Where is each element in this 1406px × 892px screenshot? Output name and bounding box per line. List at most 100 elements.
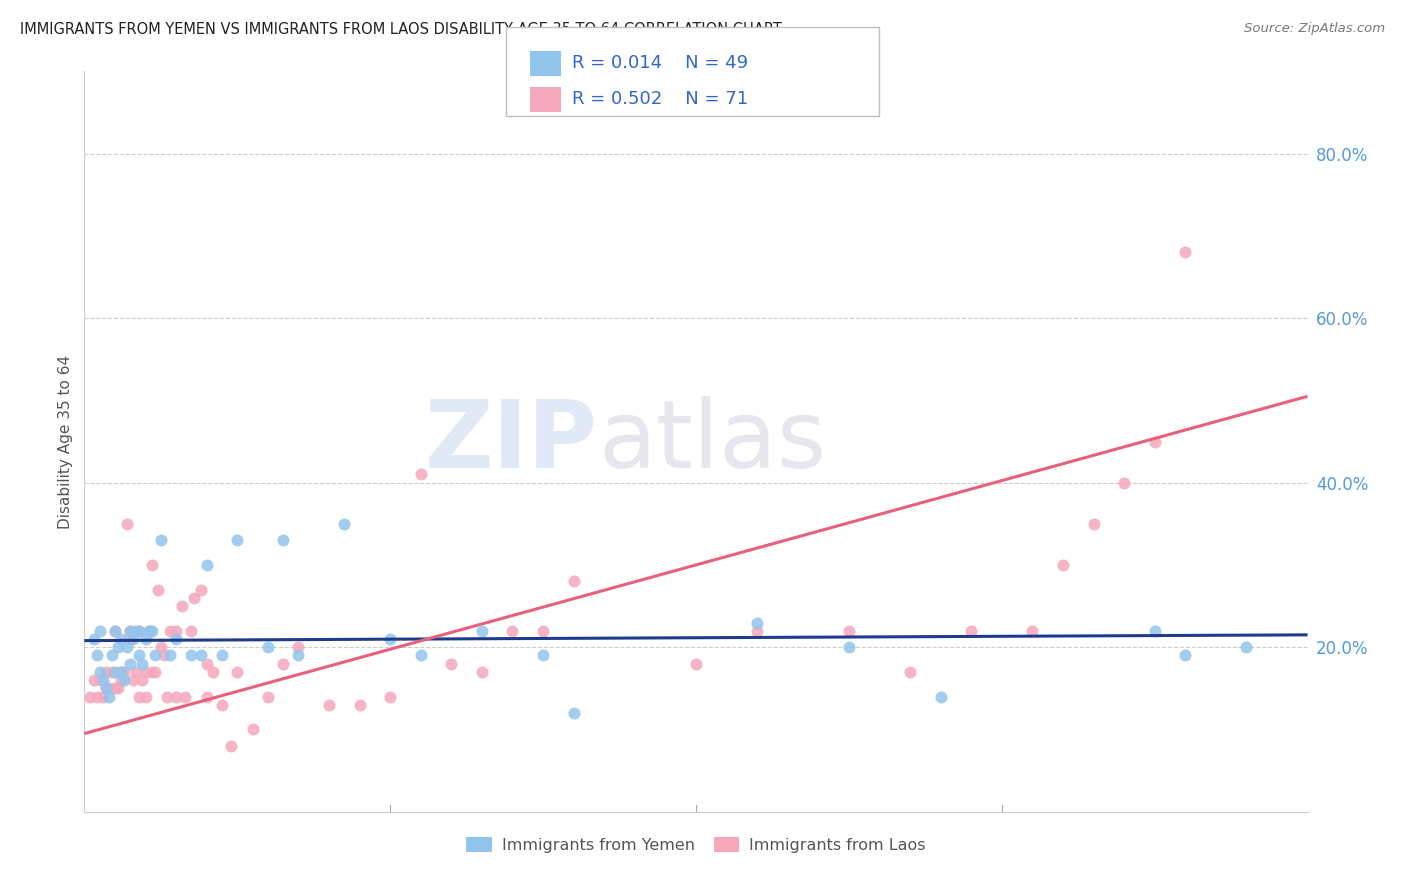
Point	[141, 558, 163, 572]
Point	[101, 648, 124, 663]
Text: IMMIGRANTS FROM YEMEN VS IMMIGRANTS FROM LAOS DISABILITY AGE 35 TO 64 CORRELATIO: IMMIGRANTS FROM YEMEN VS IMMIGRANTS FROM…	[20, 22, 782, 37]
Point	[131, 673, 153, 687]
Point	[135, 665, 157, 679]
Point	[929, 690, 952, 704]
Point	[110, 673, 132, 687]
Point	[120, 624, 142, 638]
Point	[110, 665, 132, 679]
Point	[195, 657, 218, 671]
Point	[1114, 475, 1136, 490]
Legend: Immigrants from Yemen, Immigrants from Laos: Immigrants from Yemen, Immigrants from L…	[460, 830, 932, 859]
Point	[122, 632, 145, 646]
Point	[122, 673, 145, 687]
Point	[112, 673, 135, 687]
Point	[149, 533, 172, 548]
Point	[101, 665, 124, 679]
Point	[257, 690, 280, 704]
Point	[159, 624, 181, 638]
Point	[960, 624, 983, 638]
Point	[211, 698, 233, 712]
Point	[91, 673, 114, 687]
Point	[165, 690, 187, 704]
Point	[409, 648, 432, 663]
Point	[128, 624, 150, 638]
Point	[112, 665, 135, 679]
Point	[898, 665, 921, 679]
Text: Source: ZipAtlas.com: Source: ZipAtlas.com	[1244, 22, 1385, 36]
Point	[190, 648, 212, 663]
Point	[1174, 245, 1197, 260]
Point	[1174, 648, 1197, 663]
Text: ZIP: ZIP	[425, 395, 598, 488]
Point	[271, 657, 294, 671]
Point	[685, 657, 707, 671]
Point	[838, 640, 860, 655]
Point	[143, 648, 166, 663]
Text: R = 0.502    N = 71: R = 0.502 N = 71	[572, 90, 748, 109]
Point	[104, 624, 127, 638]
Point	[153, 648, 176, 663]
Point	[120, 657, 142, 671]
Point	[180, 648, 202, 663]
Point	[349, 698, 371, 712]
Point	[562, 706, 585, 720]
Point	[172, 599, 194, 613]
Point	[165, 624, 187, 638]
Point	[195, 558, 218, 572]
Point	[531, 648, 554, 663]
Point	[83, 632, 105, 646]
Point	[83, 673, 105, 687]
Point	[149, 640, 172, 655]
Point	[838, 624, 860, 638]
Point	[242, 723, 264, 737]
Point	[502, 624, 524, 638]
Point	[104, 665, 127, 679]
Point	[128, 624, 150, 638]
Point	[318, 698, 340, 712]
Point	[120, 632, 142, 646]
Point	[287, 648, 309, 663]
Point	[107, 681, 129, 696]
Point	[104, 681, 127, 696]
Point	[94, 681, 117, 696]
Point	[110, 632, 132, 646]
Point	[125, 665, 148, 679]
Point	[471, 624, 494, 638]
Point	[94, 665, 117, 679]
Y-axis label: Disability Age 35 to 64: Disability Age 35 to 64	[58, 354, 73, 529]
Point	[138, 624, 160, 638]
Point	[531, 624, 554, 638]
Point	[131, 657, 153, 671]
Point	[1236, 640, 1258, 655]
Point	[211, 648, 233, 663]
Point	[159, 648, 181, 663]
Point	[120, 624, 142, 638]
Point	[380, 690, 402, 704]
Point	[94, 681, 117, 696]
Point	[115, 516, 138, 531]
Point	[333, 516, 356, 531]
Point	[79, 690, 101, 704]
Point	[1052, 558, 1074, 572]
Point	[97, 681, 120, 696]
Point	[135, 632, 157, 646]
Point	[1143, 434, 1166, 449]
Point	[141, 665, 163, 679]
Point	[86, 648, 108, 663]
Point	[180, 624, 202, 638]
Point	[409, 467, 432, 482]
Point	[471, 665, 494, 679]
Point	[165, 632, 187, 646]
Text: R = 0.014    N = 49: R = 0.014 N = 49	[572, 54, 748, 72]
Point	[1021, 624, 1043, 638]
Point	[104, 624, 127, 638]
Point	[89, 673, 111, 687]
Point	[107, 640, 129, 655]
Text: atlas: atlas	[598, 395, 827, 488]
Point	[86, 690, 108, 704]
Point	[287, 640, 309, 655]
Point	[128, 690, 150, 704]
Point	[1083, 516, 1105, 531]
Point	[201, 665, 224, 679]
Point	[125, 624, 148, 638]
